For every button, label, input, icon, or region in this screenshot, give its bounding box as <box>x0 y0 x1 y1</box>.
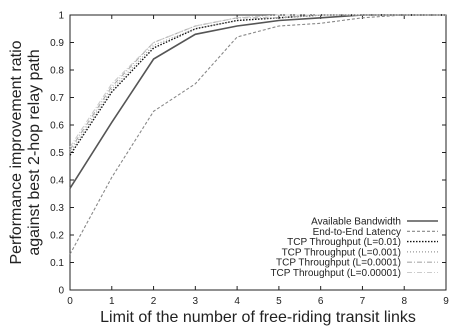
y-tick-label: 0.8 <box>50 66 64 77</box>
legend-label: TCP Throughput (L=0.01) <box>287 237 401 248</box>
y-tick-label: 0.4 <box>50 176 64 187</box>
y-tick-label: 0.9 <box>50 38 64 49</box>
x-tick-label: 3 <box>193 296 199 307</box>
x-tick-label: 7 <box>360 296 366 307</box>
x-tick-label: 0 <box>67 296 73 307</box>
y-tick-label: 0 <box>58 286 64 297</box>
y-tick-label: 0.7 <box>50 93 64 104</box>
y-tick-label: 1 <box>58 11 64 22</box>
series-line-4 <box>69 14 446 151</box>
x-axis-title: Limit of the number of free-riding trans… <box>100 309 416 326</box>
legend-label: TCP Throughput (L=0.00001) <box>270 268 401 279</box>
x-tick-label: 6 <box>318 296 324 307</box>
y-axis-title-line-1: Performance improvement ratio <box>8 40 25 264</box>
y-tick-label: 0.3 <box>50 203 64 214</box>
series-lines <box>69 14 446 255</box>
legend-label: TCP Throughput (L=0.0001) <box>276 258 401 269</box>
legend-label: End-to-End Latency <box>313 227 401 238</box>
x-tick-label: 2 <box>151 296 157 307</box>
series-line-1 <box>69 14 446 255</box>
series-line-5 <box>69 14 446 148</box>
y-tick-label: 0.5 <box>50 148 64 159</box>
x-tick-label: 1 <box>109 296 115 307</box>
y-tick-label: 0.2 <box>50 231 64 242</box>
y-tick-label: 0.1 <box>50 258 64 269</box>
series-line-0 <box>69 14 446 189</box>
y-axis-title-line-2: against best 2-hop relay path <box>26 49 43 255</box>
series-line-2 <box>69 14 446 156</box>
legend-label: Available Bandwidth <box>311 217 401 228</box>
x-tick-label: 5 <box>276 296 282 307</box>
x-tick-label: 9 <box>443 296 449 307</box>
series-line-3 <box>69 14 446 153</box>
x-tick-label: 4 <box>234 296 240 307</box>
y-tick-label: 0.6 <box>50 121 64 132</box>
legend-label: TCP Throughput (L=0.001) <box>282 247 401 258</box>
x-tick-label: 8 <box>401 296 407 307</box>
